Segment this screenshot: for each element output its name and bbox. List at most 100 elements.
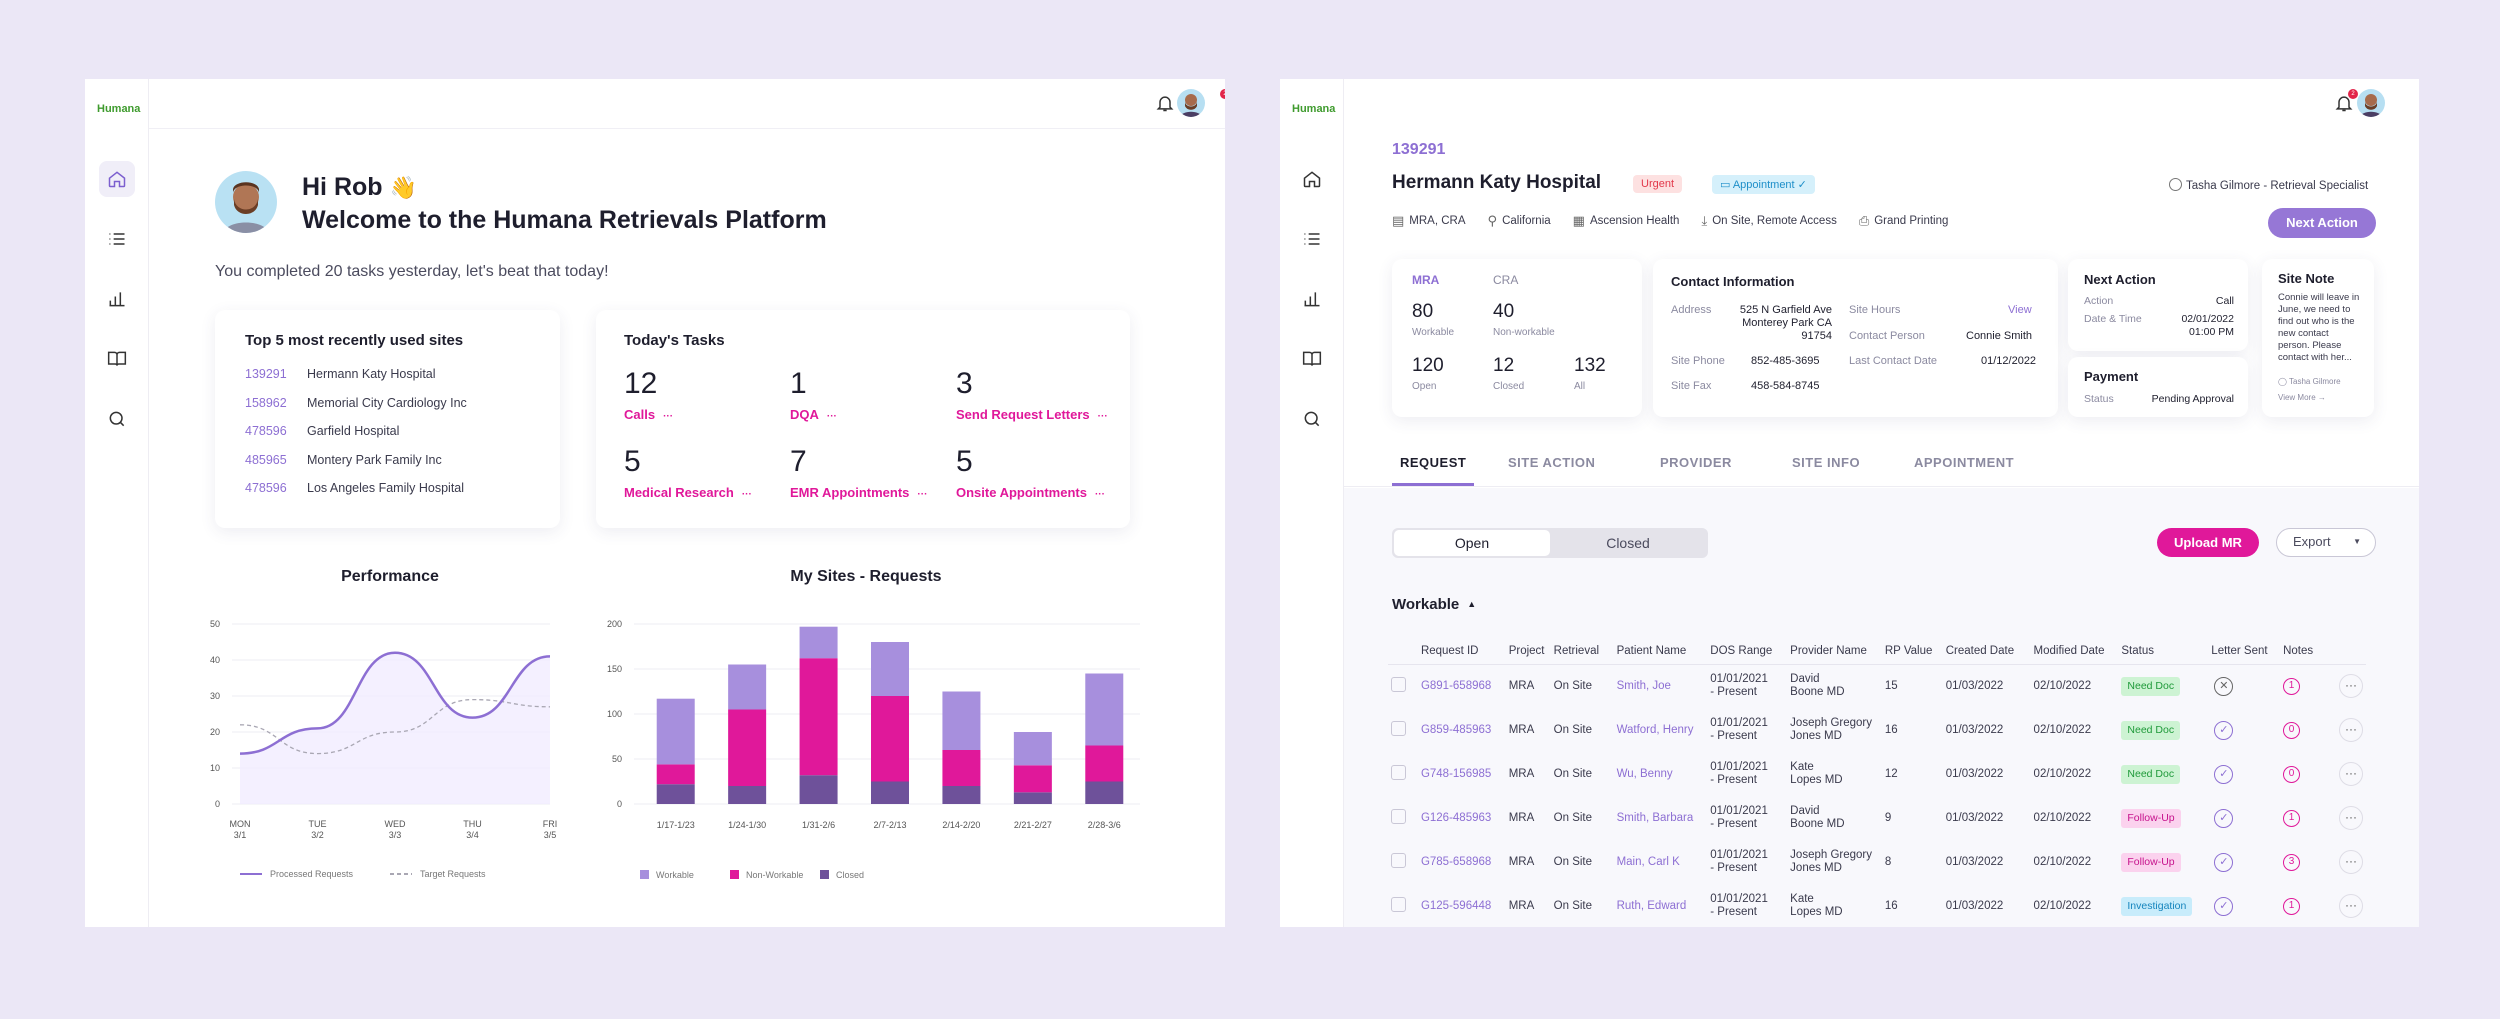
- column-header[interactable]: Letter Sent: [2208, 638, 2281, 665]
- task-item[interactable]: 5 Onsite Appointments ···: [956, 445, 1105, 500]
- task-item[interactable]: 3 Send Request Letters ···: [956, 367, 1108, 422]
- recent-site-id[interactable]: 158962: [245, 395, 287, 410]
- bell-icon[interactable]: [2334, 93, 2354, 113]
- recent-site-item[interactable]: 478596 Los Angeles Family Hospital: [245, 481, 530, 510]
- recent-site-item[interactable]: 158962 Memorial City Cardiology Inc: [245, 396, 530, 425]
- recent-site-name[interactable]: Montery Park Family Inc: [307, 452, 442, 467]
- more-dots-icon[interactable]: ···: [826, 411, 837, 422]
- task-item[interactable]: 1 DQA ···: [790, 367, 837, 422]
- more-options-icon[interactable]: ···: [2339, 674, 2363, 699]
- toggle-open[interactable]: Open: [1394, 530, 1550, 556]
- table-row[interactable]: G859-485963 MRA On Site Watford, Henry 01/01…: [1388, 708, 2366, 752]
- view-more-link[interactable]: View More →: [2278, 393, 2326, 402]
- workable-section-header[interactable]: Workable ▲: [1392, 596, 1476, 613]
- recent-site-name[interactable]: Garfield Hospital: [307, 424, 400, 438]
- upload-mr-button[interactable]: Upload MR: [2157, 528, 2259, 557]
- notes-count-badge[interactable]: 1: [2283, 809, 2301, 827]
- bell-icon[interactable]: [1155, 93, 1175, 113]
- recent-site-name[interactable]: Memorial City Cardiology Inc: [307, 395, 467, 410]
- table-row[interactable]: G126-485963 MRA On Site Smith, Barbara 01/01…: [1388, 796, 2366, 840]
- recent-site-id[interactable]: 478596: [245, 424, 287, 438]
- column-header[interactable]: Patient Name: [1613, 638, 1708, 665]
- request-id-link[interactable]: G785-658968: [1420, 855, 1492, 868]
- column-header[interactable]: Created Date: [1942, 638, 2031, 665]
- tab-site-info[interactable]: SITE INFO: [1792, 455, 1861, 470]
- task-item[interactable]: 12 Calls ···: [624, 367, 673, 422]
- avatar[interactable]: [1177, 89, 1205, 117]
- row-checkbox[interactable]: [1391, 676, 1406, 692]
- request-id-link[interactable]: G859-485963: [1420, 723, 1492, 736]
- request-id-link[interactable]: G891-658968: [1420, 679, 1492, 692]
- request-id-link[interactable]: G748-156985: [1420, 767, 1492, 780]
- home-icon[interactable]: [99, 161, 135, 197]
- mra-tab[interactable]: MRA: [1412, 273, 1440, 287]
- column-header[interactable]: RP Value: [1881, 638, 1943, 665]
- export-button[interactable]: Export ▼: [2276, 528, 2376, 557]
- search-icon[interactable]: [1294, 401, 1330, 437]
- table-row[interactable]: G891-658968 MRA On Site Smith, Joe 01/01/202…: [1388, 664, 2366, 708]
- toggle-closed[interactable]: Closed: [1606, 535, 1650, 551]
- column-header[interactable]: Status: [2118, 638, 2209, 665]
- notes-count-badge[interactable]: 0: [2283, 721, 2301, 739]
- patient-name-link[interactable]: Wu, Benny: [1616, 767, 1673, 780]
- more-dots-icon[interactable]: ···: [917, 489, 928, 500]
- task-item[interactable]: 5 Medical Research ···: [624, 445, 752, 500]
- list-icon[interactable]: [99, 221, 135, 257]
- book-icon[interactable]: [1294, 341, 1330, 377]
- next-action-button[interactable]: Next Action: [2268, 208, 2376, 238]
- table-row[interactable]: G785-658968 MRA On Site Main, Carl K 01/01/2…: [1388, 840, 2366, 884]
- home-icon[interactable]: [1294, 161, 1330, 197]
- more-dots-icon[interactable]: ···: [1094, 489, 1105, 500]
- table-row[interactable]: G125-596448 MRA On Site Ruth, Edward 01/01/2…: [1388, 884, 2366, 927]
- tab-request[interactable]: REQUEST: [1392, 439, 1475, 486]
- search-icon[interactable]: [99, 401, 135, 437]
- recent-site-name[interactable]: Los Angeles Family Hospital: [307, 481, 465, 495]
- recent-site-name[interactable]: Hermann Katy Hospital: [307, 367, 436, 381]
- row-checkbox[interactable]: [1391, 896, 1406, 912]
- chart-icon[interactable]: [1294, 281, 1330, 317]
- column-header[interactable]: Project: [1505, 638, 1551, 665]
- column-header[interactable]: Request ID: [1417, 638, 1506, 665]
- row-checkbox[interactable]: [1391, 720, 1406, 736]
- more-dots-icon[interactable]: ···: [741, 489, 752, 500]
- row-checkbox[interactable]: [1391, 808, 1406, 824]
- more-options-icon[interactable]: ···: [2339, 894, 2363, 918]
- notes-count-badge[interactable]: 1: [2283, 897, 2301, 915]
- notes-count-badge[interactable]: 0: [2283, 765, 2301, 783]
- recent-site-item[interactable]: 485965 Montery Park Family Inc: [245, 453, 530, 482]
- recent-site-item[interactable]: 139291 Hermann Katy Hospital: [245, 367, 530, 396]
- patient-name-link[interactable]: Main, Carl K: [1616, 855, 1680, 868]
- notes-count-badge[interactable]: 3: [2283, 853, 2301, 871]
- patient-name-link[interactable]: Smith, Barbara: [1616, 811, 1694, 824]
- patient-name-link[interactable]: Ruth, Edward: [1616, 899, 1687, 912]
- column-header[interactable]: DOS Range: [1707, 638, 1788, 665]
- tab-appointment[interactable]: APPOINTMENT: [1914, 455, 2015, 470]
- notes-count-badge[interactable]: 1: [2283, 677, 2301, 695]
- column-header[interactable]: Provider Name: [1787, 638, 1882, 665]
- site-hours-link[interactable]: View: [2008, 304, 2032, 316]
- column-header[interactable]: Notes: [2280, 638, 2336, 665]
- column-header[interactable]: Retrieval: [1550, 638, 1614, 665]
- tab-provider[interactable]: PROVIDER: [1660, 455, 1732, 470]
- cra-tab[interactable]: CRA: [1493, 273, 1519, 287]
- more-dots-icon[interactable]: ···: [663, 411, 674, 422]
- table-row[interactable]: G748-156985 MRA On Site Wu, Benny 01/01/2021…: [1388, 752, 2366, 796]
- recent-site-item[interactable]: 478596 Garfield Hospital: [245, 424, 530, 453]
- more-options-icon[interactable]: ···: [2339, 806, 2363, 830]
- book-icon[interactable]: [99, 341, 135, 377]
- row-checkbox[interactable]: [1391, 764, 1406, 780]
- tab-site-action[interactable]: SITE ACTION: [1508, 455, 1596, 470]
- recent-site-id[interactable]: 478596: [245, 481, 287, 495]
- chart-icon[interactable]: [99, 281, 135, 317]
- request-id-link[interactable]: G126-485963: [1420, 811, 1492, 824]
- list-icon[interactable]: [1294, 221, 1330, 257]
- avatar[interactable]: [2357, 89, 2385, 117]
- task-item[interactable]: 7 EMR Appointments ···: [790, 445, 927, 500]
- row-checkbox[interactable]: [1391, 852, 1406, 868]
- column-header[interactable]: Modified Date: [2030, 638, 2119, 665]
- patient-name-link[interactable]: Watford, Henry: [1616, 723, 1694, 736]
- more-dots-icon[interactable]: ···: [1097, 411, 1108, 422]
- patient-name-link[interactable]: Smith, Joe: [1616, 679, 1671, 692]
- more-options-icon[interactable]: ···: [2339, 718, 2363, 742]
- recent-site-id[interactable]: 485965: [245, 452, 287, 467]
